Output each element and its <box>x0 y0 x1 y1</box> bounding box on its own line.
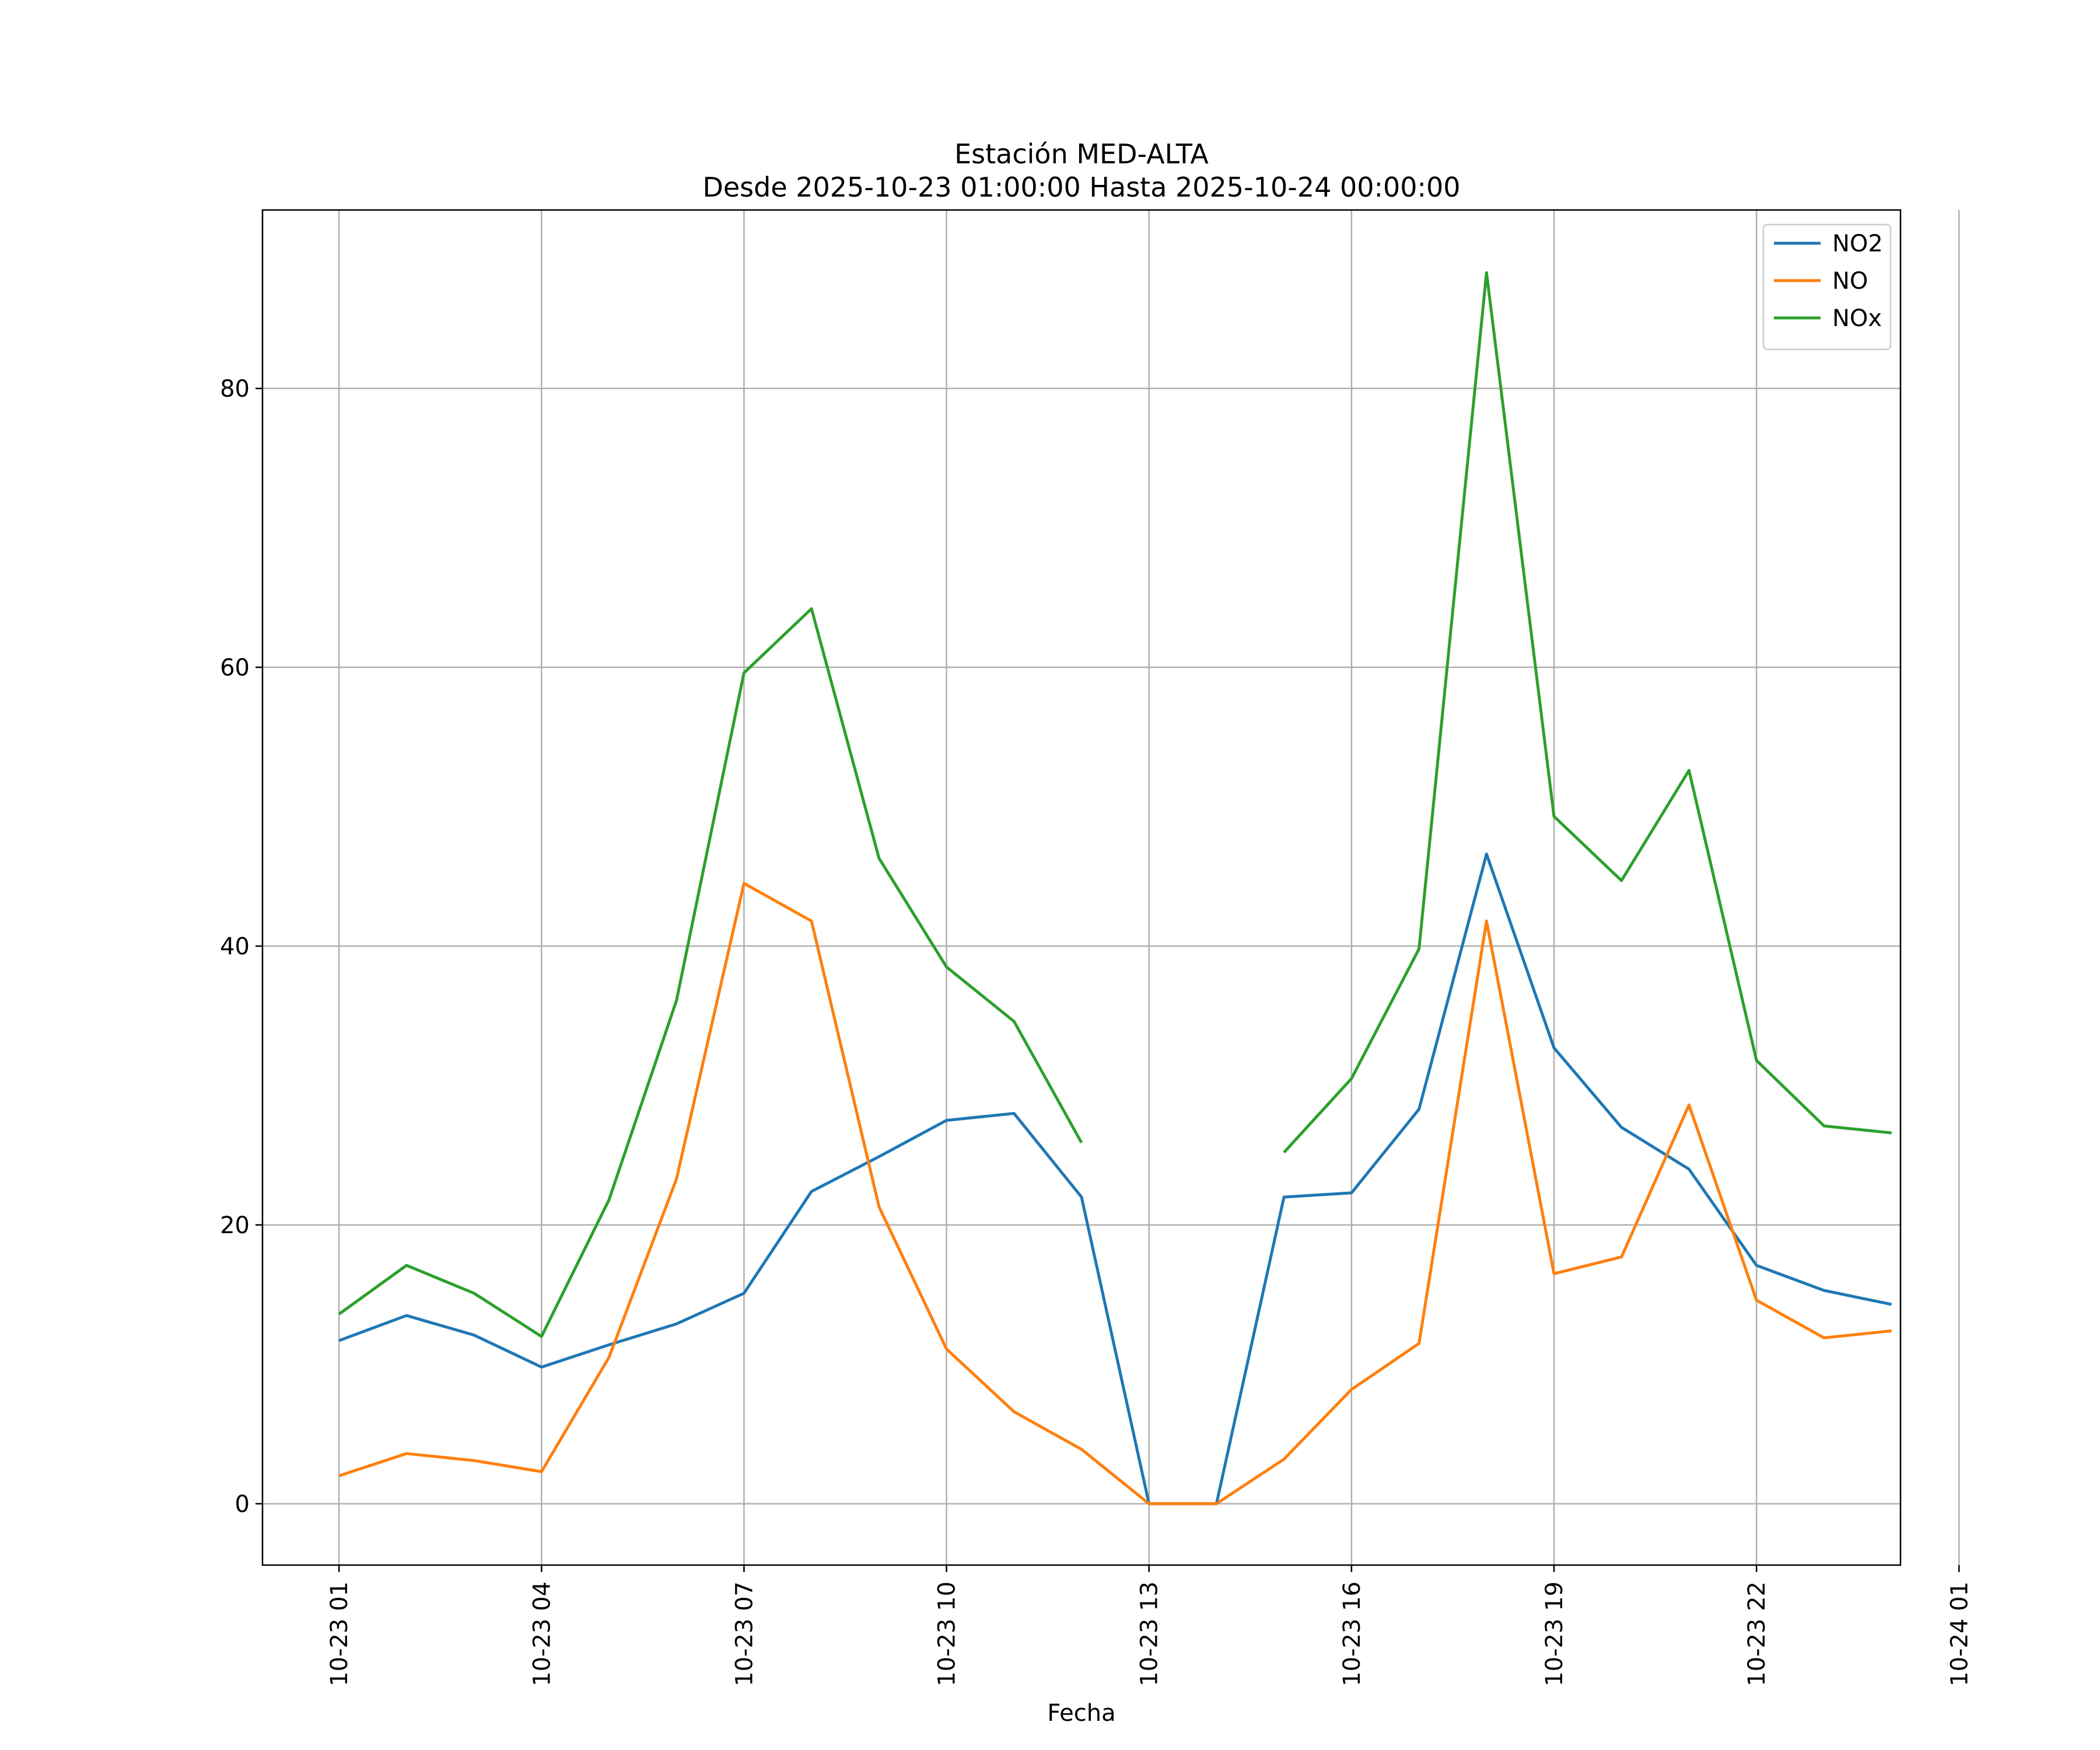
y-tick-label: 40 <box>220 933 250 960</box>
y-axis-ticks: 0 20 40 60 80 <box>220 376 262 1518</box>
gridlines <box>262 210 1960 1565</box>
plot-lines <box>338 271 1892 1506</box>
y-tick-label: 80 <box>220 376 250 402</box>
axes-frame <box>261 209 1902 1566</box>
series-line-nox <box>338 607 1083 1338</box>
x-tick-label: 10-23 07 <box>731 1581 758 1686</box>
legend-label-nox: NOx <box>1832 305 1882 332</box>
legend-label-no: NO <box>1832 268 1868 295</box>
y-tick-label: 20 <box>220 1212 250 1239</box>
y-tick-label: 0 <box>235 1491 250 1518</box>
series-line-nox <box>1283 271 1892 1154</box>
y-tick-label: 60 <box>220 654 250 681</box>
x-tick-label: 10-23 22 <box>1744 1581 1770 1686</box>
chart-subtitle: Desde 2025-10-23 01:00:00 Hasta 2025-10-… <box>702 172 1460 203</box>
chart-title: Estación MED-ALTA <box>954 138 1209 170</box>
x-tick-label: 10-23 10 <box>934 1581 961 1686</box>
x-axis-ticks: 10-23 01 10-23 04 10-23 07 10-23 10 10-23 13… <box>326 1565 1973 1686</box>
x-axis-label: Fecha <box>1047 1700 1115 1727</box>
legend: NO2 NO NOx <box>1762 223 1892 351</box>
x-tick-label: 10-23 19 <box>1541 1581 1568 1686</box>
x-tick-label: 10-23 16 <box>1339 1581 1366 1686</box>
x-tick-label: 10-23 01 <box>326 1581 353 1686</box>
x-tick-label: 10-23 13 <box>1136 1581 1163 1686</box>
series-line-no2 <box>338 852 1892 1506</box>
series-line-no <box>338 881 1892 1506</box>
x-tick-label: 10-23 04 <box>528 1581 555 1686</box>
x-tick-label: 10-24 01 <box>1946 1581 1973 1686</box>
legend-label-no2: NO2 <box>1832 230 1883 257</box>
